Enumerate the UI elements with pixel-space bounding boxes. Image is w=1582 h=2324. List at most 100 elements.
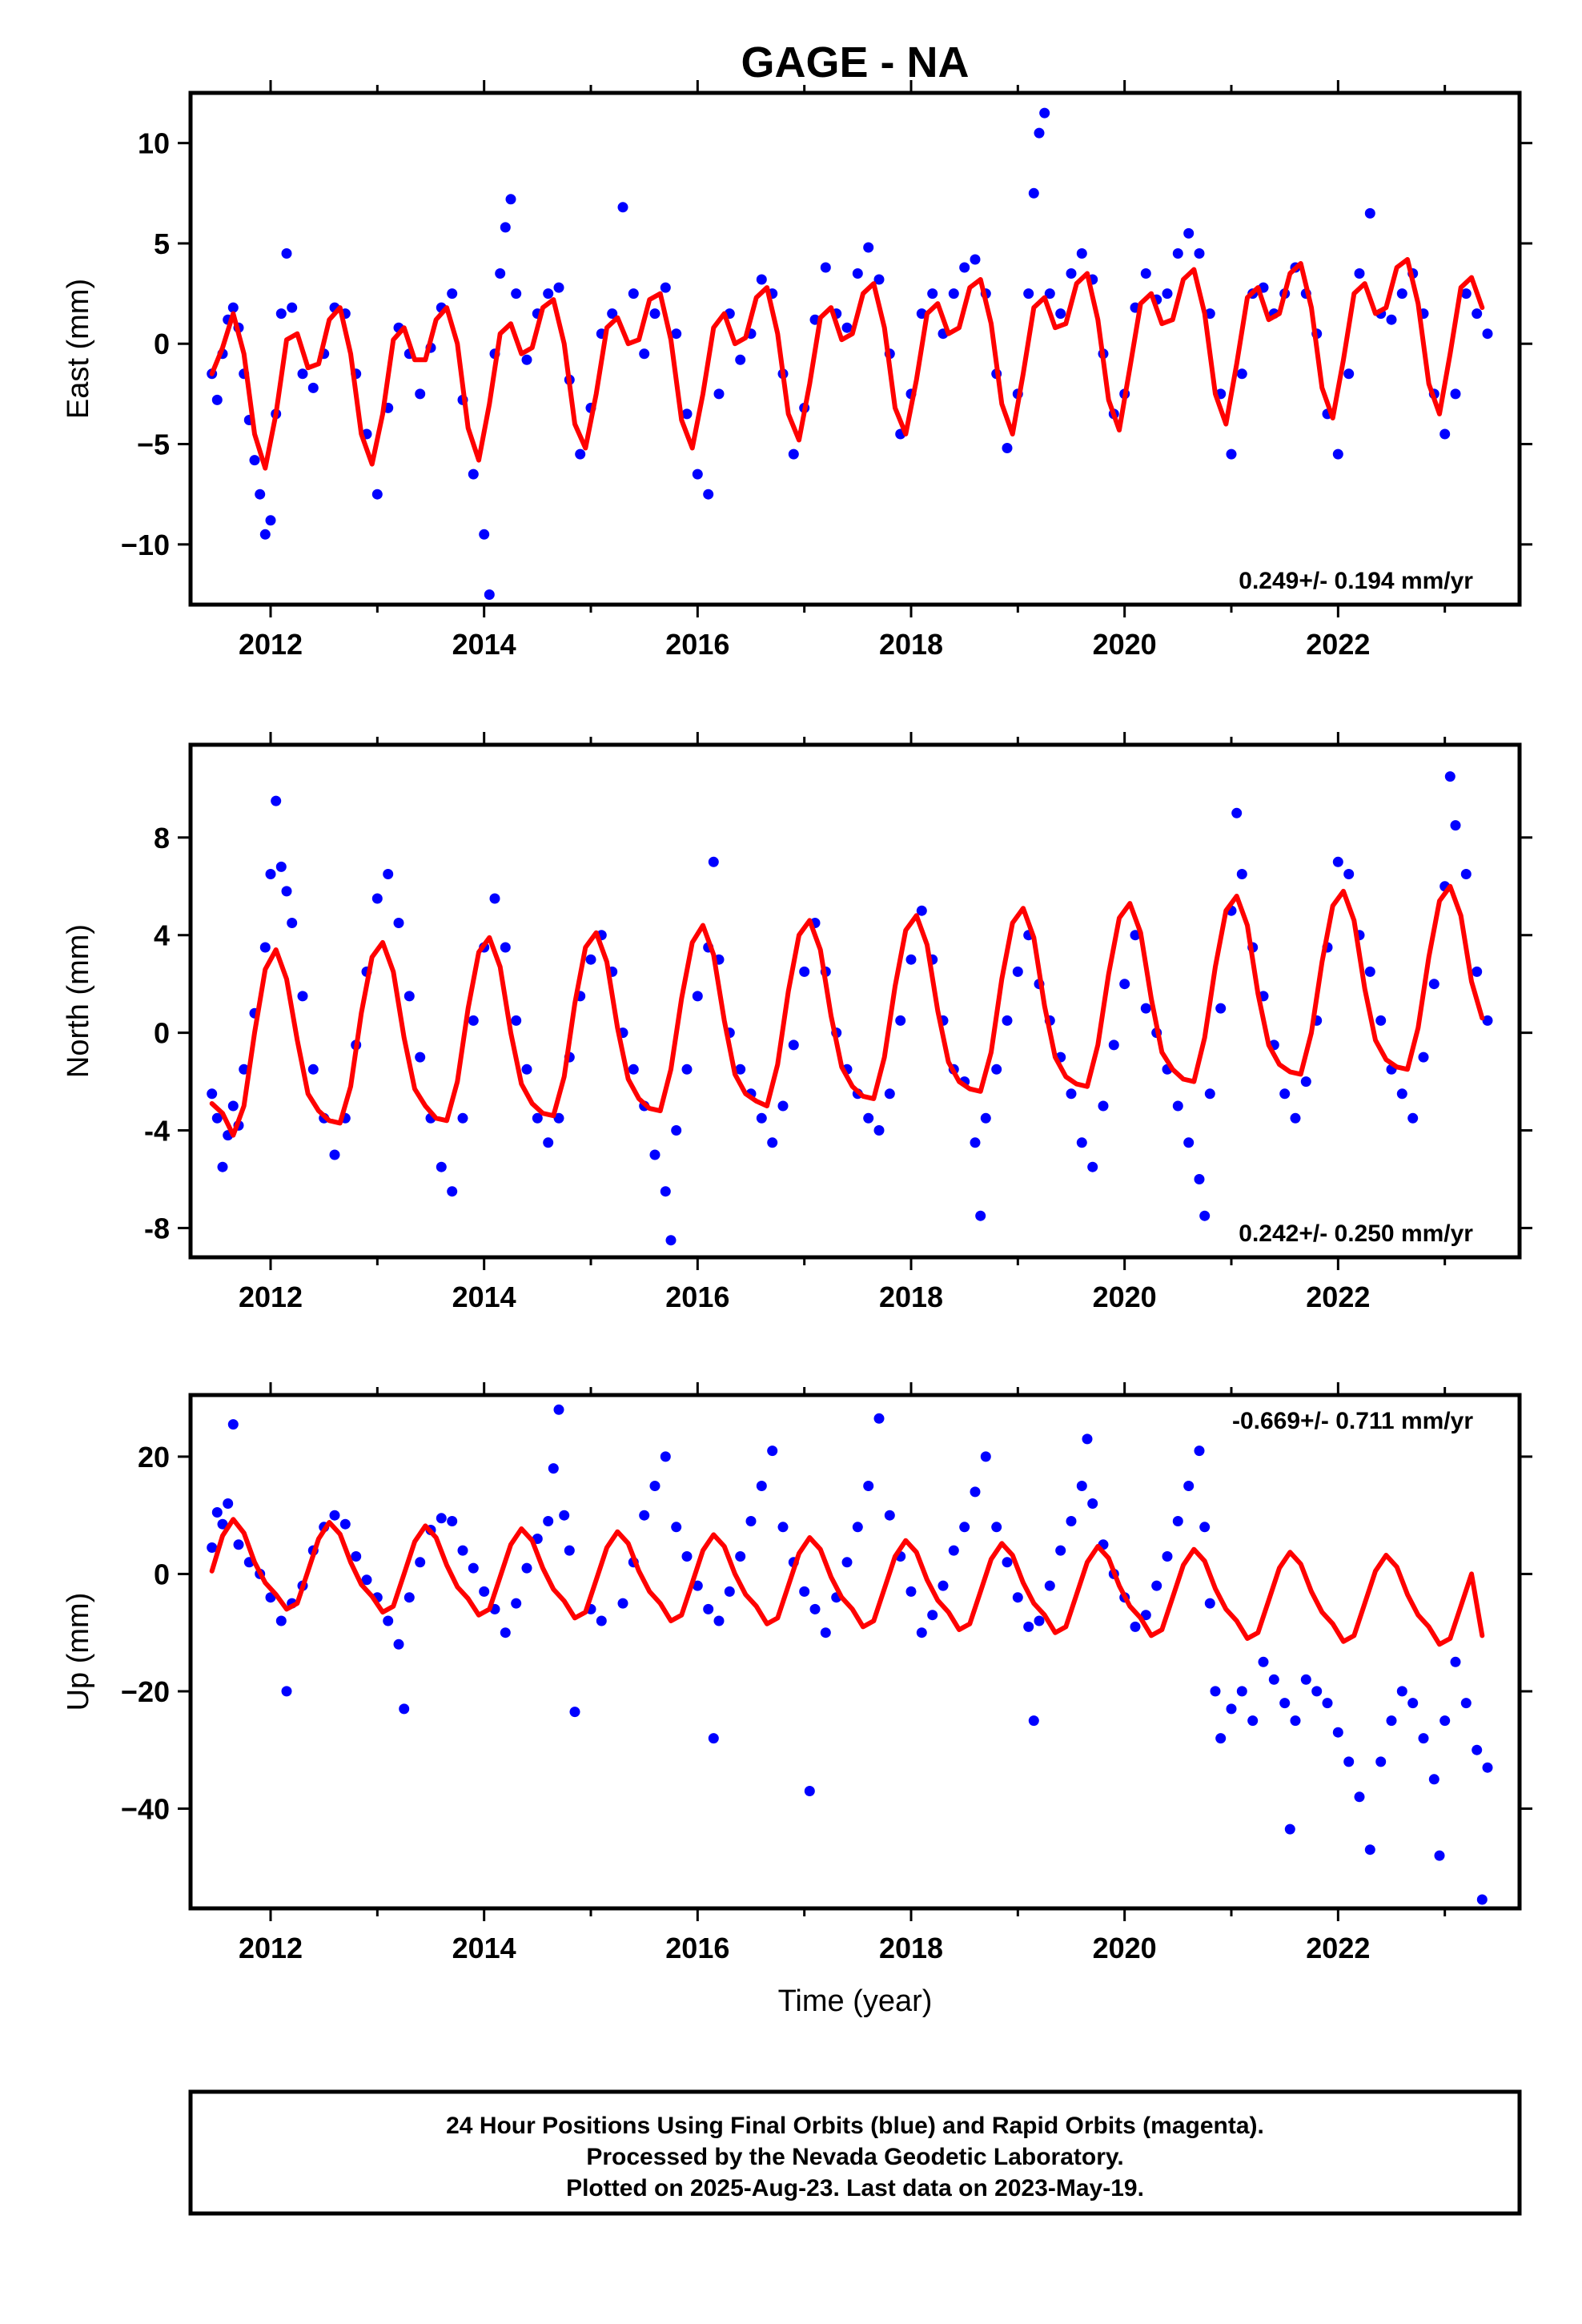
up-point-32 (500, 1627, 511, 1638)
north-point-99 (1172, 1100, 1183, 1112)
up-xtick-label-3: 2018 (879, 1932, 943, 1964)
up-rate-label: -0.669+/- 0.711 mm/yr (1232, 1408, 1473, 1434)
north-panel: 2012 2014 2016 2018 2020 2022 -8 -4 0 4 8 North (mm… (62, 732, 1532, 1313)
up-point-0 (207, 1542, 218, 1553)
north-point-74 (916, 905, 927, 916)
north-point-29 (457, 1112, 468, 1124)
up-point-29 (468, 1562, 479, 1574)
east-point-56 (692, 468, 703, 480)
east-point-81 (959, 262, 970, 273)
east-point-30 (447, 288, 458, 300)
up-point-82 (1002, 1557, 1013, 1568)
footer-box: 24 Hour Positions Using Final Orbits (bl… (188, 2089, 1522, 2216)
up-point-39 (559, 1510, 570, 1521)
up-plot-area (207, 1404, 1493, 1905)
up-xtick-label-2: 2016 (665, 1932, 729, 1964)
up-point-24 (415, 1557, 426, 1568)
north-point-69 (863, 1112, 874, 1124)
east-point-14 (281, 248, 292, 259)
east-point-118 (1332, 448, 1343, 460)
up-xtick-label-5: 2022 (1306, 1932, 1370, 1964)
up-point-92 (1087, 1498, 1098, 1509)
north-point-47 (649, 1149, 661, 1160)
east-point-45 (575, 448, 586, 460)
up-xtick-label-0: 2012 (239, 1932, 303, 1964)
up-point-75 (927, 1610, 938, 1621)
up-point-49 (671, 1522, 682, 1533)
up-point-104 (1204, 1598, 1215, 1609)
up-panel: 2012 2014 2016 2018 2020 2022 −40 −20 0 20 Up (mm)… (62, 1382, 1532, 2018)
up-point-85 (1028, 1715, 1039, 1727)
up-ytick-label-1: −20 (121, 1675, 170, 1708)
up-point-47 (649, 1481, 661, 1491)
north-point-21 (371, 893, 383, 904)
up-point-91 (1082, 1433, 1093, 1445)
east-point-130 (1460, 288, 1472, 300)
north-point-57 (735, 1063, 746, 1075)
east-point-40 (521, 354, 532, 365)
north-point-41 (585, 954, 596, 965)
east-point-129 (1450, 388, 1461, 400)
east-panel: 2012 2014 2016 2018 2020 2022 −10 −5 0 5 10 East (m… (62, 80, 1532, 661)
east-xtick-label-1: 2014 (452, 628, 516, 661)
up-point-33 (511, 1598, 522, 1609)
north-point-103 (1204, 1088, 1215, 1100)
east-point-32 (468, 468, 479, 480)
up-ytick-label-0: −40 (121, 1792, 170, 1825)
north-ytick-label-3: 4 (154, 919, 170, 952)
up-point-96 (1130, 1621, 1141, 1632)
east-point-39 (511, 288, 522, 300)
east-point-71 (852, 268, 863, 279)
up-point-132 (1472, 1744, 1483, 1755)
up-point-1 (211, 1507, 223, 1518)
up-point-89 (1066, 1516, 1077, 1526)
up-point-126 (1418, 1733, 1429, 1744)
east-point-123 (1386, 314, 1397, 325)
up-point-119 (1343, 1756, 1355, 1767)
up-point-46 (639, 1510, 650, 1521)
east-point-82 (970, 254, 981, 265)
east-xtick-label-2: 2016 (665, 628, 729, 661)
east-point-16 (297, 368, 308, 380)
up-point-130 (1450, 1656, 1461, 1667)
up-point-55 (724, 1586, 735, 1597)
east-point-53 (660, 282, 671, 293)
north-point-111 (1279, 1088, 1291, 1100)
up-point-99 (1162, 1551, 1173, 1562)
up-point-115 (1300, 1674, 1311, 1685)
up-point-40 (564, 1545, 575, 1556)
up-point-3 (223, 1498, 234, 1509)
north-point-22 (383, 869, 394, 879)
north-xtick-label-4: 2020 (1093, 1281, 1157, 1313)
east-point-34 (484, 589, 495, 600)
east-point-91 (1044, 288, 1055, 300)
footer-line-2: Processed by the Nevada Geodetic Laborat… (586, 2144, 1123, 2170)
up-point-124 (1396, 1686, 1407, 1697)
north-point-51 (681, 1063, 693, 1075)
north-point-35 (521, 1063, 532, 1075)
east-point-60 (735, 354, 746, 365)
up-point-116 (1311, 1686, 1323, 1697)
north-point-120 (1375, 1015, 1387, 1026)
up-point-121 (1364, 1844, 1375, 1856)
up-point-5 (233, 1539, 244, 1550)
up-point-88 (1055, 1545, 1066, 1556)
up-point-65 (820, 1627, 831, 1638)
east-point-51 (639, 348, 650, 360)
east-point-10 (259, 529, 271, 540)
up-point-10 (281, 1686, 292, 1697)
up-point-27 (447, 1516, 458, 1526)
east-ytick-label-0: −10 (121, 529, 170, 561)
north-point-54 (708, 856, 719, 867)
up-xtick-label-1: 2014 (452, 1932, 516, 1964)
up-point-34 (521, 1562, 532, 1574)
north-point-33 (500, 942, 511, 953)
up-point-127 (1428, 1774, 1439, 1785)
north-point-62 (788, 1039, 799, 1051)
north-point-25 (415, 1051, 426, 1063)
up-point-26 (436, 1513, 447, 1524)
north-xtick-label-1: 2014 (452, 1281, 516, 1313)
east-point-80 (948, 288, 959, 300)
north-point-48 (660, 1186, 671, 1197)
up-point-98 (1151, 1580, 1162, 1591)
